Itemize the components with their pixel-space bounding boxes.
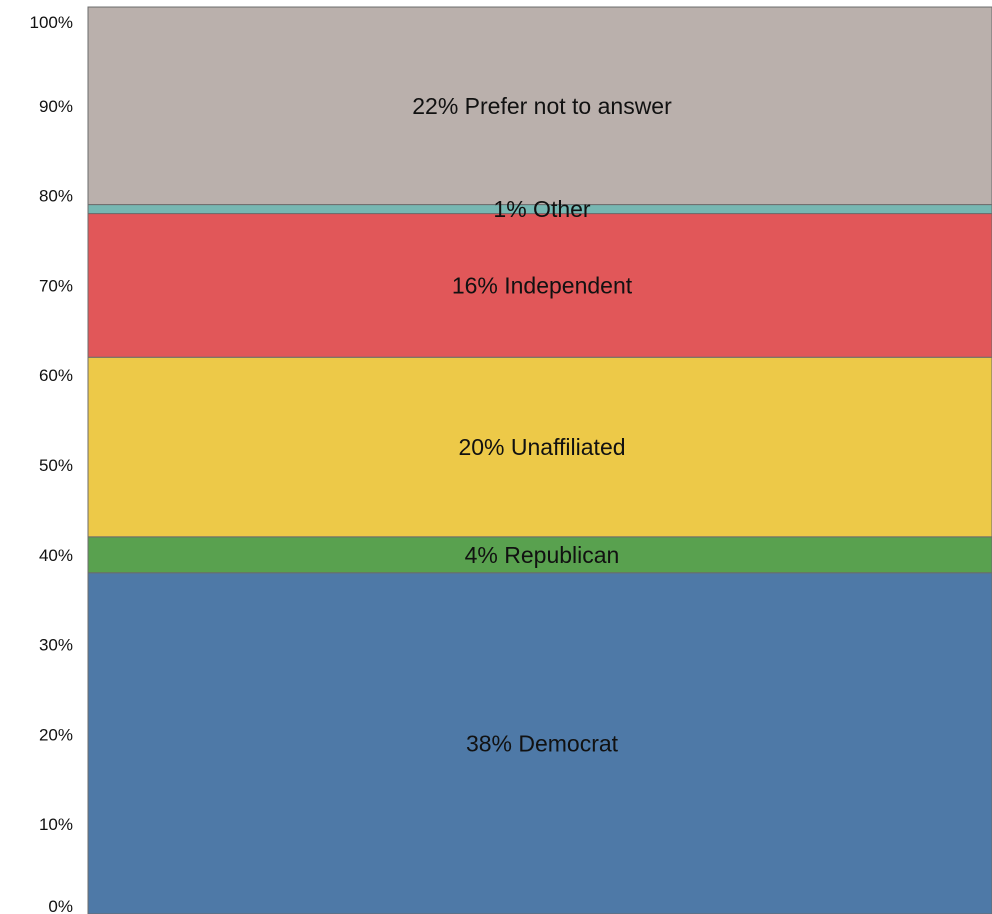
segment-label: 22% Prefer not to answer bbox=[412, 93, 672, 119]
y-tick-label: 90% bbox=[39, 97, 73, 116]
y-tick-label: 60% bbox=[39, 366, 73, 385]
y-axis-ticks: 0% 10% 20% 30% 40% 50% 60% 70% 80% 90% 100% bbox=[30, 13, 73, 914]
segment-label: 20% Unaffiliated bbox=[458, 434, 625, 460]
bar-segment bbox=[87, 6, 992, 206]
y-tick-label: 50% bbox=[39, 456, 73, 475]
bar-segment bbox=[87, 572, 992, 914]
y-tick-label: 80% bbox=[39, 187, 73, 206]
segment-labels: 38% Democrat 4% Republican 20% Unaffiliate… bbox=[412, 93, 672, 757]
segment-label: 1% Other bbox=[493, 196, 590, 222]
y-tick-label: 30% bbox=[39, 636, 73, 655]
segment-label: 16% Independent bbox=[452, 272, 633, 298]
bar-segment bbox=[87, 536, 992, 574]
y-tick-label: 40% bbox=[39, 546, 73, 565]
y-tick-label: 10% bbox=[39, 815, 73, 834]
bar-segments bbox=[87, 6, 992, 914]
bar-segment bbox=[87, 213, 992, 358]
y-tick-label: 100% bbox=[30, 13, 73, 32]
y-tick-label: 20% bbox=[39, 725, 73, 744]
y-tick-label: 0% bbox=[48, 897, 73, 914]
segment-label: 4% Republican bbox=[465, 542, 620, 568]
y-tick-label: 70% bbox=[39, 276, 73, 295]
segment-label: 38% Democrat bbox=[466, 730, 619, 756]
